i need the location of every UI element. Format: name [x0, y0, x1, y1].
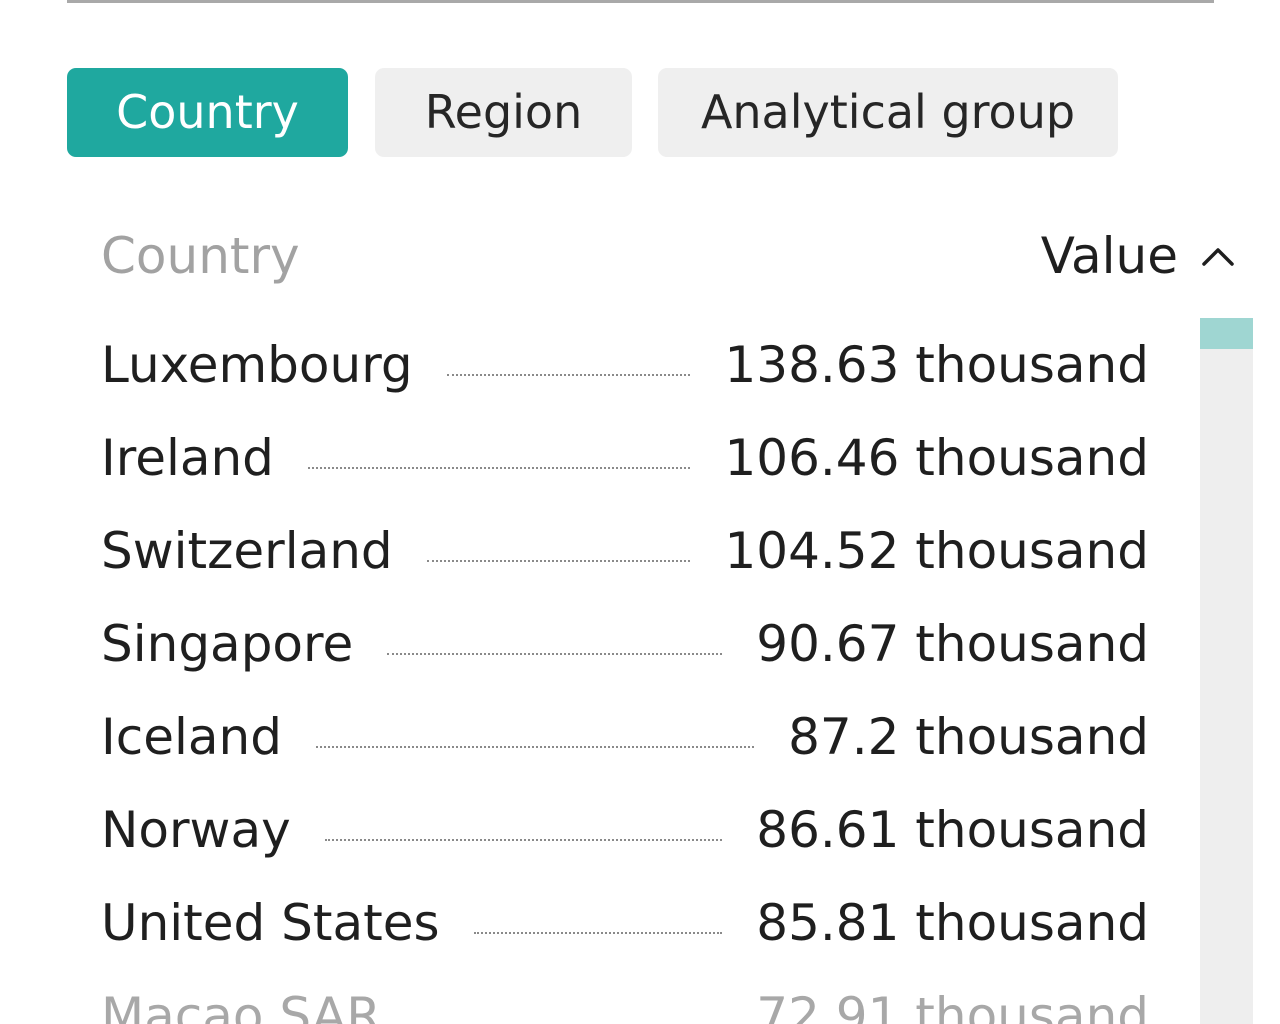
- chevron-up-icon[interactable]: [1200, 238, 1236, 274]
- country-value: 138.63 thousand: [724, 335, 1149, 394]
- dotted-leader: [387, 652, 723, 655]
- dotted-leader: [426, 559, 691, 562]
- list-item[interactable]: Norway 86.61 thousand: [101, 783, 1149, 876]
- country-name: Ireland: [101, 428, 274, 487]
- country-value: 86.61 thousand: [756, 800, 1149, 859]
- list-item[interactable]: Macao SAR 72.91 thousand: [101, 969, 1149, 1024]
- country-name: Norway: [101, 800, 291, 859]
- scrollbar-track[interactable]: [1200, 318, 1253, 1024]
- dotted-leader: [473, 931, 723, 934]
- dotted-leader: [324, 838, 723, 841]
- tab-region[interactable]: Region: [375, 68, 632, 157]
- country-name: Switzerland: [101, 521, 393, 580]
- country-name: Singapore: [101, 614, 354, 673]
- list-item[interactable]: Luxembourg 138.63 thousand: [101, 318, 1149, 411]
- country-value: 72.91 thousand: [756, 986, 1149, 1024]
- list-item[interactable]: Iceland 87.2 thousand: [101, 690, 1149, 783]
- scrollbar-thumb[interactable]: [1200, 318, 1253, 349]
- column-header-value-label: Value: [1040, 227, 1178, 285]
- tab-country[interactable]: Country: [67, 68, 348, 157]
- list-item[interactable]: Singapore 90.67 thousand: [101, 597, 1149, 690]
- country-value: 106.46 thousand: [724, 428, 1149, 487]
- country-name: Macao SAR: [101, 986, 382, 1024]
- list-item[interactable]: Switzerland 104.52 thousand: [101, 504, 1149, 597]
- country-value-list: Luxembourg 138.63 thousand Ireland 106.4…: [101, 318, 1149, 1024]
- dotted-leader: [446, 373, 691, 376]
- country-name: United States: [101, 893, 440, 952]
- list-item[interactable]: United States 85.81 thousand: [101, 876, 1149, 969]
- column-header-country[interactable]: Country: [101, 227, 300, 285]
- country-value: 87.2 thousand: [788, 707, 1149, 766]
- country-value: 90.67 thousand: [756, 614, 1149, 673]
- country-value: 104.52 thousand: [724, 521, 1149, 580]
- top-divider: [67, 0, 1214, 3]
- tab-analytical-group[interactable]: Analytical group: [658, 68, 1118, 157]
- country-value: 85.81 thousand: [756, 893, 1149, 952]
- column-header-value[interactable]: Value: [1041, 226, 1236, 286]
- dotted-leader: [307, 466, 691, 469]
- country-name: Luxembourg: [101, 335, 413, 394]
- dotted-leader: [315, 745, 755, 748]
- country-name: Iceland: [101, 707, 282, 766]
- list-item[interactable]: Ireland 106.46 thousand: [101, 411, 1149, 504]
